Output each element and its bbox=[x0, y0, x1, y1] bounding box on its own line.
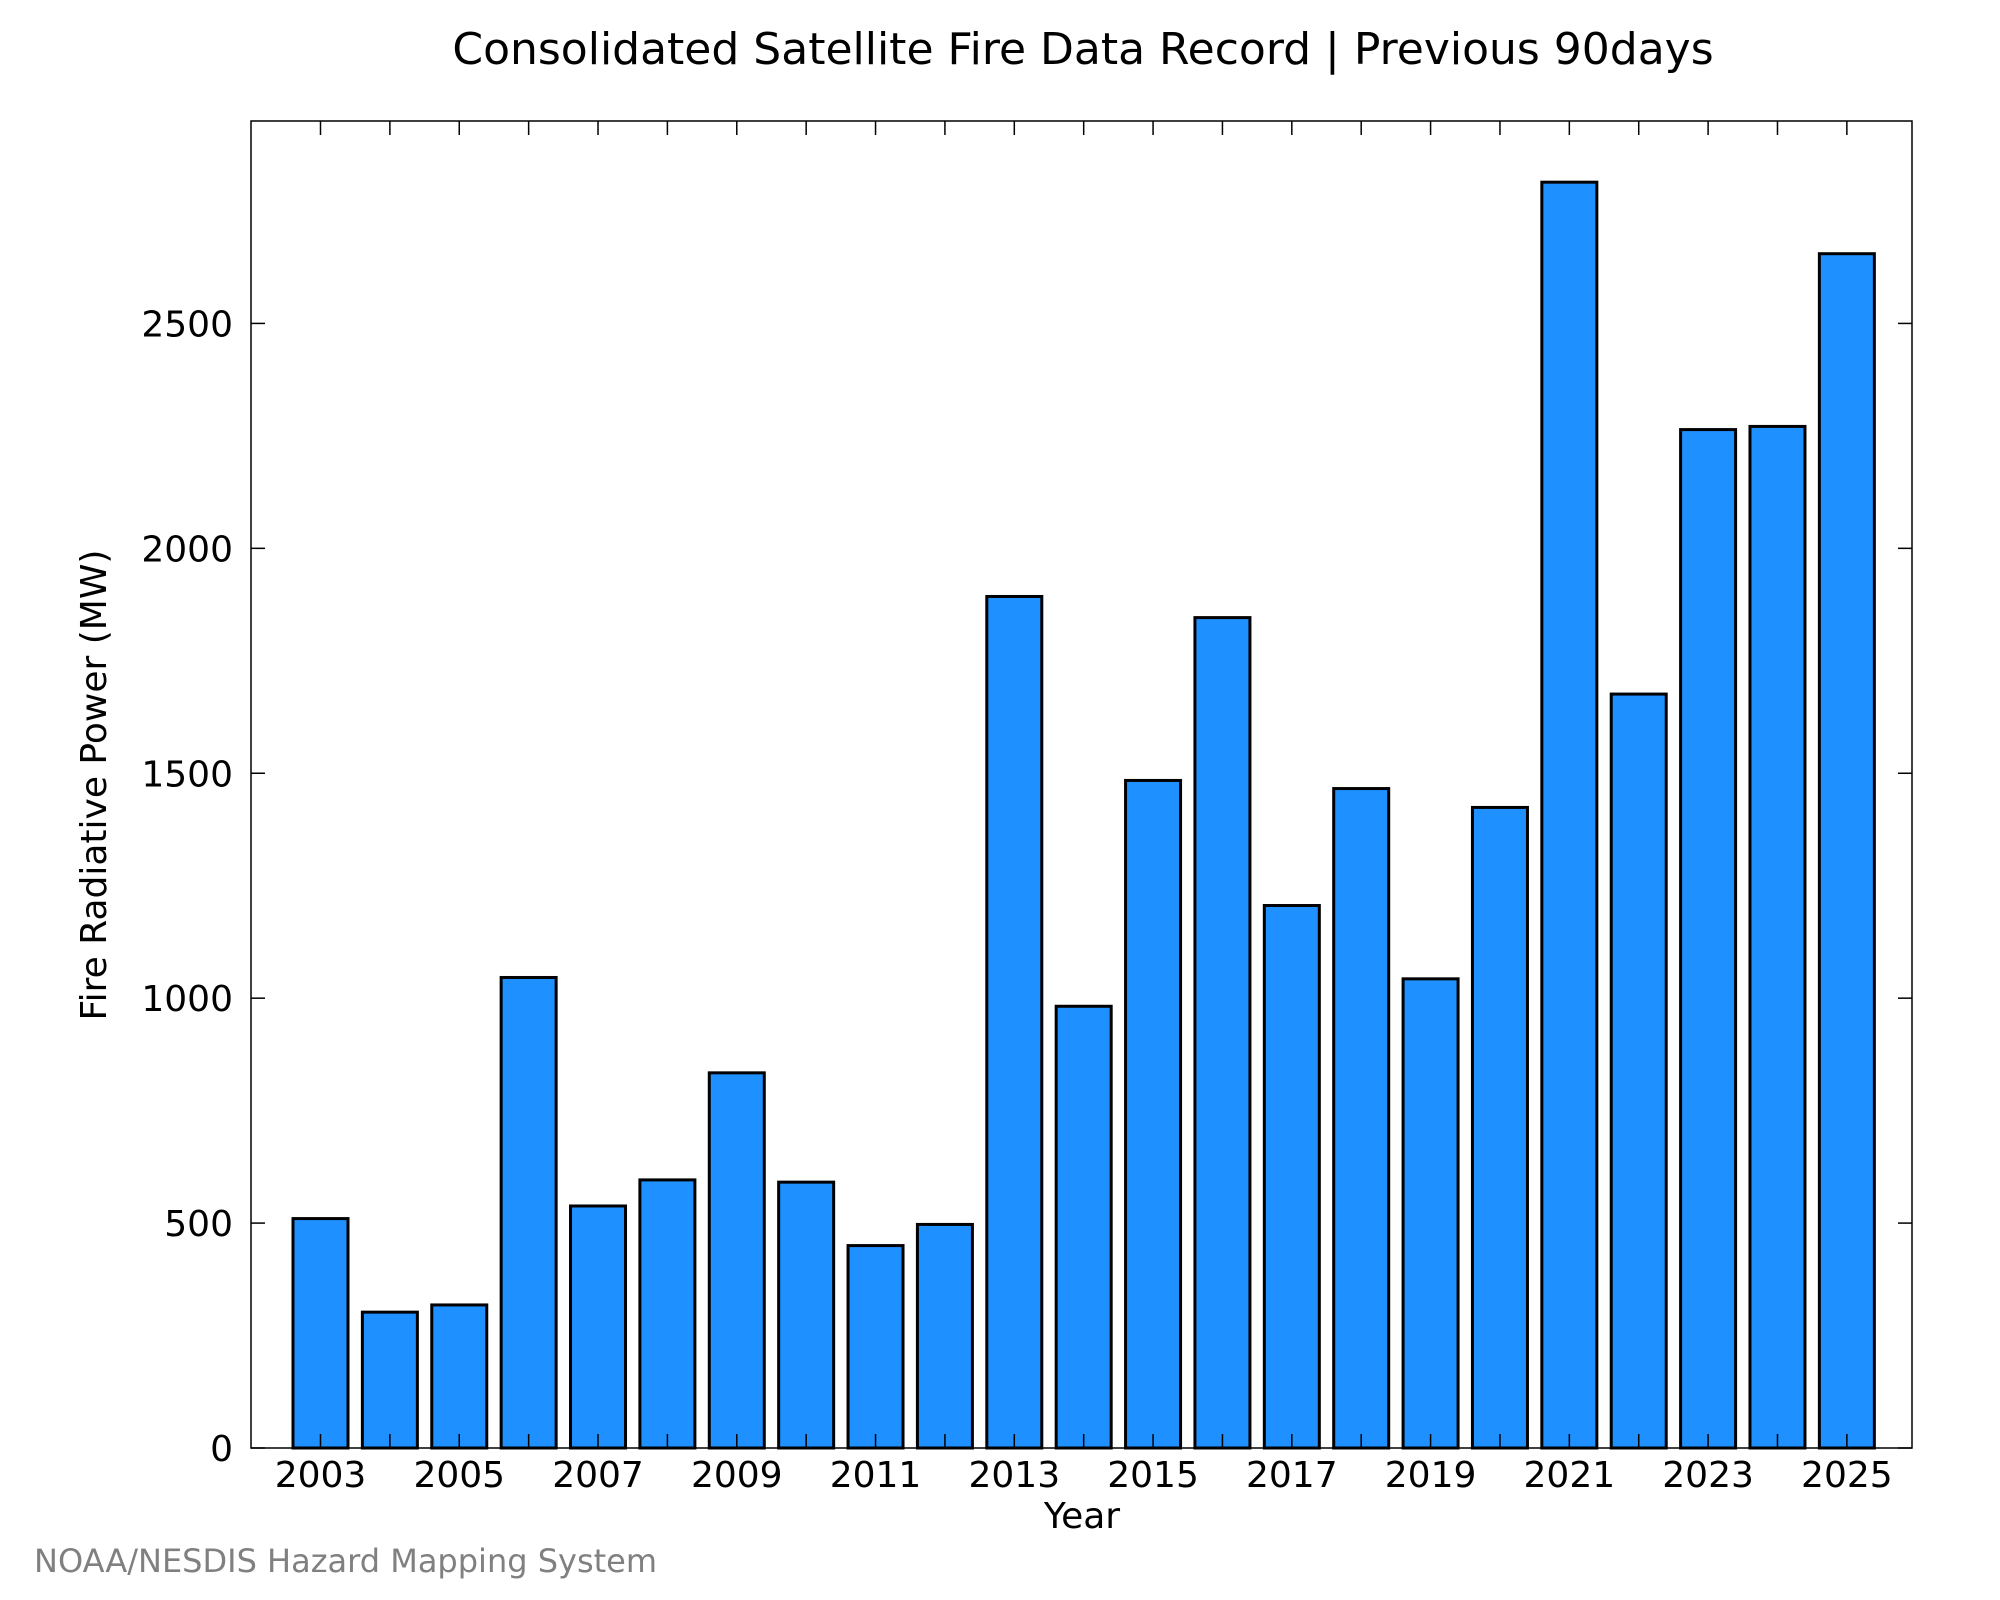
bar-2025 bbox=[1817, 252, 1876, 1450]
x-tick-label-2015: 2015 bbox=[1107, 1455, 1199, 1496]
y-tick-label-1000: 1000 bbox=[141, 979, 233, 1020]
bar-2009 bbox=[707, 1071, 766, 1450]
x-tick-label-2019: 2019 bbox=[1385, 1455, 1477, 1496]
x-tick-label-2021: 2021 bbox=[1524, 1455, 1616, 1496]
bar-2015 bbox=[1124, 778, 1183, 1450]
x-tick-label-2003: 2003 bbox=[275, 1455, 367, 1496]
x-axis: 2003 2005 2007 2009 2011 2013 2015 2017 2019 2021… bbox=[275, 121, 1893, 1496]
chart-title: Consolidated Satellite Fire Data Record … bbox=[452, 24, 1713, 75]
bar-2013 bbox=[985, 594, 1044, 1450]
bar-2011 bbox=[846, 1244, 905, 1450]
x-tick-label-2013: 2013 bbox=[968, 1455, 1060, 1496]
bar-2010 bbox=[777, 1180, 836, 1450]
bar-2023 bbox=[1679, 428, 1738, 1450]
x-tick-label-2025: 2025 bbox=[1801, 1455, 1893, 1496]
y-tick-label-2000: 2000 bbox=[141, 529, 233, 570]
y-axis-title: Fire Radiative Power (MW) bbox=[74, 550, 115, 1021]
credit-text: NOAA/NESDIS Hazard Mapping System bbox=[34, 1542, 657, 1580]
bar-2014 bbox=[1054, 1004, 1113, 1450]
bar-series bbox=[291, 180, 1876, 1450]
bar-2004 bbox=[360, 1310, 419, 1450]
x-tick-label-2017: 2017 bbox=[1246, 1455, 1338, 1496]
y-axis: 0 500 1000 1500 2000 2500 bbox=[141, 304, 1912, 1470]
y-tick-label-0: 0 bbox=[210, 1429, 233, 1470]
bar-2005 bbox=[430, 1303, 489, 1450]
x-tick-label-2007: 2007 bbox=[552, 1455, 644, 1496]
bar-2017 bbox=[1262, 904, 1321, 1450]
x-tick-label-2011: 2011 bbox=[830, 1455, 922, 1496]
bar-2021 bbox=[1540, 180, 1599, 1450]
y-tick-label-500: 500 bbox=[164, 1204, 233, 1245]
x-tick-label-2009: 2009 bbox=[691, 1455, 783, 1496]
y-tick-label-2500: 2500 bbox=[141, 304, 233, 345]
x-tick-label-2005: 2005 bbox=[413, 1455, 505, 1496]
x-tick-label-2023: 2023 bbox=[1662, 1455, 1754, 1496]
bar-2003 bbox=[291, 1217, 350, 1450]
bar-2022 bbox=[1609, 692, 1668, 1450]
bar-2019 bbox=[1401, 977, 1460, 1450]
bar-2012 bbox=[915, 1222, 974, 1450]
bar-2016 bbox=[1193, 616, 1252, 1450]
x-axis-title: Year bbox=[1043, 1496, 1120, 1537]
bar-2018 bbox=[1332, 787, 1391, 1450]
y-tick-label-1500: 1500 bbox=[141, 754, 233, 795]
bar-2008 bbox=[638, 1178, 697, 1450]
bar-2006 bbox=[499, 975, 558, 1450]
bar-2007 bbox=[569, 1204, 628, 1450]
bar-2020 bbox=[1470, 805, 1529, 1450]
bar-2024 bbox=[1748, 424, 1807, 1450]
